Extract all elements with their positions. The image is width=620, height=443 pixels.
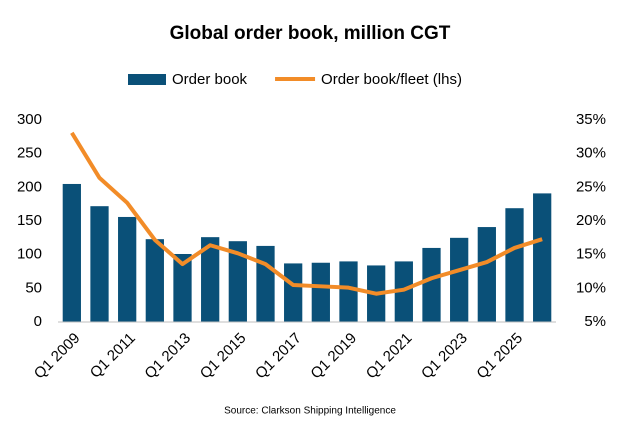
bar [118, 216, 137, 322]
y2-tick-label: 25% [576, 178, 606, 195]
y-tick-label: 100 [17, 246, 42, 263]
bar [450, 237, 469, 322]
x-tick-label: Q1 2019 [307, 330, 360, 383]
bar [533, 193, 552, 322]
x-tick-label: Q1 2017 [252, 330, 305, 383]
bar [311, 262, 330, 322]
y2-tick-label: 15% [576, 246, 606, 263]
bar [505, 208, 524, 322]
legend-label: Order book [172, 71, 248, 88]
x-tick-label: Q1 2021 [363, 330, 416, 383]
y2-tick-label: 20% [576, 212, 606, 229]
x-tick-label: Q1 2023 [418, 330, 471, 383]
bar [422, 247, 441, 322]
bar [284, 263, 303, 322]
y-tick-label: 150 [17, 212, 42, 229]
legend-swatch [128, 74, 166, 85]
bar [477, 227, 496, 322]
y-tick-label: 0 [34, 313, 42, 330]
chart-title: Global order book, million CGT [170, 23, 451, 44]
bar [228, 241, 247, 322]
x-tick-label: Q1 2025 [473, 330, 526, 383]
bar [339, 261, 358, 322]
bar [256, 245, 275, 322]
y-tick-label: 200 [17, 178, 42, 195]
bar [62, 183, 81, 322]
y2-tick-label: 30% [576, 145, 606, 162]
x-tick-label: Q1 2013 [141, 330, 194, 383]
x-tick-label: Q1 2015 [197, 330, 250, 383]
y2-tick-label: 35% [576, 111, 606, 128]
y-tick-label: 50 [25, 279, 42, 296]
x-tick-label: Q1 2011 [87, 330, 139, 382]
bar [201, 237, 220, 322]
line [70, 131, 543, 296]
y2-tick-label: 10% [576, 279, 606, 296]
bar [90, 206, 109, 322]
legend-label: Order book/fleet (lhs) [321, 71, 462, 88]
bar [145, 239, 164, 322]
source-note: Source: Clarkson Shipping Intelligence [224, 406, 396, 417]
y2-tick-label: 5% [584, 313, 606, 330]
x-tick-label: Q1 2009 [31, 330, 84, 383]
bar [173, 253, 192, 322]
y-tick-label: 250 [17, 145, 42, 162]
y-tick-label: 300 [17, 111, 42, 128]
